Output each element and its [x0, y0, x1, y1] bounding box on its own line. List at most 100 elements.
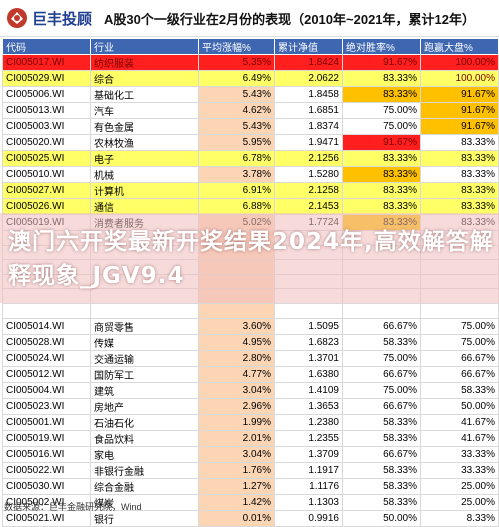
- source-note: 数据来源：巨丰金融研究院，Wind: [4, 502, 142, 512]
- nav-cell: 1.8374: [274, 118, 343, 135]
- column-header: 平均涨幅%: [198, 38, 275, 55]
- avg-return-cell: 5.43%: [198, 86, 275, 103]
- beat-market-cell: 50.00%: [420, 397, 499, 415]
- beat-market-cell: 75.00%: [420, 317, 499, 335]
- industry-cell: 纺织服装: [90, 54, 199, 71]
- nav-cell: 1.6380: [274, 365, 343, 383]
- beat-market-cell: 91.67%: [420, 86, 499, 103]
- win-rate-cell: 66.67%: [342, 445, 421, 463]
- avg-return-cell: 5.35%: [198, 54, 275, 71]
- industry-cell: 非银行金融: [90, 461, 199, 479]
- table-row: CI005019.WI 食品饮料 2.01% 1.2355 58.33% 41.67%: [2, 429, 499, 447]
- beat-market-cell: 91.67%: [420, 118, 499, 135]
- code-cell: CI005030.WI: [2, 477, 91, 495]
- win-rate-cell: 75.00%: [342, 118, 421, 135]
- nav-cell: 2.0622: [274, 70, 343, 87]
- beat-market-cell: 25.00%: [420, 477, 499, 495]
- industry-cell: 商贸零售: [90, 317, 199, 335]
- code-cell: CI005029.WI: [2, 70, 91, 87]
- win-rate-cell: 83.33%: [342, 150, 421, 167]
- beat-market-cell: 66.67%: [420, 365, 499, 383]
- table-row: [2, 302, 499, 319]
- industry-cell: 家电: [90, 445, 199, 463]
- nav-cell: 1.5280: [274, 166, 343, 183]
- page-title: A股30个一级行业在2月份的表现（2010年~2021年，累计12年）: [104, 11, 475, 27]
- table-row: CI005010.WI 机械 3.78% 1.5280 83.33% 83.33%: [2, 166, 499, 183]
- industry-cell: 交通运输: [90, 349, 199, 367]
- code-cell: CI005010.WI: [2, 166, 91, 183]
- logo-text: 巨丰投顾: [32, 10, 93, 28]
- table-row: CI005023.WI 房地产 2.96% 1.3653 66.67% 50.00%: [2, 397, 499, 415]
- code-cell: CI005019.WI: [2, 429, 91, 447]
- avg-return-cell: 2.01%: [198, 429, 275, 447]
- column-header: 代码: [2, 38, 91, 55]
- code-cell: CI005003.WI: [2, 118, 91, 135]
- industry-cell: 石油石化: [90, 413, 199, 431]
- table-row: CI005002.WI 煤炭 1.42% 1.1303 58.33% 25.00%: [2, 493, 499, 511]
- avg-return-cell: [198, 302, 275, 319]
- code-cell: CI005014.WI: [2, 317, 91, 335]
- beat-market-cell: [420, 302, 499, 319]
- beat-market-cell: 41.67%: [420, 413, 499, 431]
- code-cell: CI005027.WI: [2, 182, 91, 199]
- nav-cell: 2.1256: [274, 150, 343, 167]
- code-cell: CI005013.WI: [2, 102, 91, 119]
- avg-return-cell: 2.96%: [198, 397, 275, 415]
- avg-return-cell: 3.60%: [198, 317, 275, 335]
- win-rate-cell: 75.00%: [342, 102, 421, 119]
- avg-return-cell: 6.49%: [198, 70, 275, 87]
- beat-market-cell: 83.33%: [420, 182, 499, 199]
- table-row: CI005014.WI 商贸零售 3.60% 1.5095 66.67% 75.00%: [2, 317, 499, 335]
- avg-return-cell: 5.43%: [198, 118, 275, 135]
- avg-return-cell: 0.01%: [198, 509, 275, 527]
- table-row: CI005028.WI 传媒 4.95% 1.6823 58.33% 75.00%: [2, 333, 499, 351]
- win-rate-cell: 58.33%: [342, 461, 421, 479]
- win-rate-cell: 75.00%: [342, 381, 421, 399]
- nav-cell: 1.2355: [274, 429, 343, 447]
- nav-cell: 1.4109: [274, 381, 343, 399]
- table-row: CI005030.WI 综合金融 1.27% 1.1176 58.33% 25.00%: [2, 477, 499, 495]
- beat-market-cell: 100.00%: [420, 54, 499, 71]
- beat-market-cell: 75.00%: [420, 333, 499, 351]
- table-row: CI005017.WI 纺织服装 5.35% 1.8424 91.67% 100.00%: [2, 54, 499, 71]
- industry-cell: 食品饮料: [90, 429, 199, 447]
- code-cell: CI005004.WI: [2, 381, 91, 399]
- avg-return-cell: 6.78%: [198, 150, 275, 167]
- industry-cell: [90, 302, 199, 319]
- avg-return-cell: 4.62%: [198, 102, 275, 119]
- nav-cell: 1.3709: [274, 445, 343, 463]
- nav-cell: 1.8424: [274, 54, 343, 71]
- avg-return-cell: 1.76%: [198, 461, 275, 479]
- table-row: CI005029.WI 综合 6.49% 2.0622 83.33% 100.00%: [2, 70, 499, 87]
- nav-cell: 1.1917: [274, 461, 343, 479]
- win-rate-cell: 83.33%: [342, 166, 421, 183]
- avg-return-cell: 4.95%: [198, 333, 275, 351]
- avg-return-cell: 4.77%: [198, 365, 275, 383]
- beat-market-cell: 91.67%: [420, 102, 499, 119]
- industry-cell: 综合: [90, 70, 199, 87]
- win-rate-cell: 91.67%: [342, 54, 421, 71]
- column-header: 行业: [90, 38, 199, 55]
- beat-market-cell: 100.00%: [420, 70, 499, 87]
- code-cell: CI005012.WI: [2, 365, 91, 383]
- nav-cell: [274, 302, 343, 319]
- code-cell: CI005022.WI: [2, 461, 91, 479]
- avg-return-cell: 1.42%: [198, 493, 275, 511]
- win-rate-cell: 58.33%: [342, 477, 421, 495]
- table-row: CI005013.WI 汽车 4.62% 1.6851 75.00% 91.67%: [2, 102, 499, 119]
- nav-cell: 1.6823: [274, 333, 343, 351]
- nav-cell: 1.6851: [274, 102, 343, 119]
- win-rate-cell: 58.33%: [342, 429, 421, 447]
- nav-cell: 2.1258: [274, 182, 343, 199]
- code-cell: CI005006.WI: [2, 86, 91, 103]
- nav-cell: 1.3701: [274, 349, 343, 367]
- industry-cell: 电子: [90, 150, 199, 167]
- win-rate-cell: [342, 302, 421, 319]
- industry-cell: 传媒: [90, 333, 199, 351]
- win-rate-cell: 83.33%: [342, 182, 421, 199]
- code-cell: CI005001.WI: [2, 413, 91, 431]
- column-header: 绝对胜率%: [342, 38, 421, 55]
- beat-market-cell: 83.33%: [420, 166, 499, 183]
- table-row: CI005003.WI 有色金属 5.43% 1.8374 75.00% 91.67%: [2, 118, 499, 135]
- beat-market-cell: 83.33%: [420, 134, 499, 151]
